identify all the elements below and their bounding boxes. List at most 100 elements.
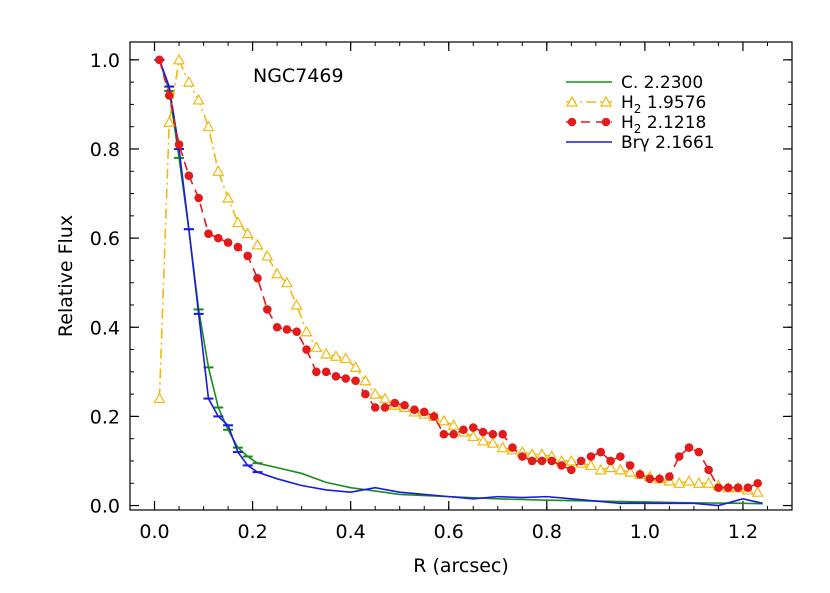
data-point	[468, 423, 478, 432]
y-tick-label: 0.6	[90, 228, 120, 250]
data-point	[733, 483, 743, 493]
x-tick-label: 0.2	[237, 521, 267, 543]
x-tick-label: 0.8	[532, 521, 562, 543]
data-point	[361, 389, 370, 399]
data-point	[253, 273, 262, 283]
data-point	[447, 419, 460, 430]
data-point	[751, 485, 764, 497]
x-tick-label: 1.0	[630, 521, 660, 543]
data-point	[684, 443, 694, 452]
legend-item: H2 1.9576	[565, 93, 706, 116]
data-point	[263, 305, 272, 314]
data-point	[723, 483, 733, 493]
data-point	[261, 249, 274, 261]
data-point	[527, 456, 537, 466]
data-point	[341, 374, 351, 383]
data-point	[410, 405, 419, 415]
axis-ticks: 0.0 0.2 0.4 0.6 0.8 1.0 1.2 0.0 0.2 0.4 0.6 0.8 1.0	[90, 42, 792, 543]
data-point	[380, 403, 390, 412]
y-tick-label: 0.2	[90, 406, 120, 428]
y-tick-label: 0.8	[90, 139, 120, 161]
data-point	[231, 216, 244, 228]
data-point	[645, 474, 655, 484]
y-tick-label: 1.0	[90, 50, 120, 72]
data-point	[496, 441, 509, 453]
data-point	[290, 298, 303, 310]
legend-item: H2 2.1218	[566, 113, 706, 136]
data-point	[508, 443, 517, 452]
data-point	[300, 325, 313, 337]
data-point	[673, 477, 686, 488]
data-point	[477, 434, 490, 446]
x-tick-label: 0.4	[336, 521, 366, 543]
data-point	[419, 407, 429, 417]
data-point	[606, 456, 615, 466]
series-3	[154, 58, 763, 507]
data-point	[223, 238, 233, 247]
data-point	[272, 322, 282, 332]
data-point	[674, 452, 684, 461]
data-point	[449, 429, 458, 439]
data-point	[233, 242, 243, 252]
data-point	[692, 477, 705, 488]
data-point	[339, 352, 352, 364]
plot-frame	[129, 41, 793, 511]
legend-item: C. 2.2300	[566, 73, 703, 93]
data-point	[155, 55, 164, 65]
data-point	[604, 461, 617, 473]
data-point	[702, 477, 715, 488]
data-point	[635, 470, 645, 479]
data-point	[594, 463, 607, 475]
data-point	[251, 238, 264, 250]
data-point	[241, 227, 254, 239]
data-point	[614, 463, 627, 475]
data-point	[459, 425, 468, 435]
data-point	[182, 75, 195, 87]
data-point	[704, 465, 713, 475]
data-point	[601, 117, 611, 127]
data-point	[517, 452, 527, 461]
data-point	[184, 171, 194, 181]
legend-label: Brγ 2.1661	[621, 133, 715, 153]
data-point	[359, 374, 372, 386]
data-point	[596, 447, 606, 457]
data-point	[625, 461, 635, 470]
data-point	[567, 117, 577, 127]
data-point	[163, 115, 176, 127]
data-point	[753, 478, 762, 488]
data-point	[478, 427, 488, 437]
data-point	[567, 465, 576, 475]
data-point	[310, 341, 323, 352]
data-point	[665, 472, 674, 481]
data-point	[616, 452, 625, 461]
data-point	[537, 456, 547, 466]
x-tick-label: 0.6	[434, 521, 464, 543]
data-point	[599, 95, 613, 107]
data-point	[400, 400, 409, 410]
data-point	[312, 367, 321, 377]
data-point	[557, 461, 566, 470]
data-point	[292, 327, 302, 337]
data-point	[714, 483, 723, 493]
data-point	[565, 454, 578, 466]
y-tick-label: 0.4	[90, 317, 120, 339]
data-point	[467, 430, 480, 442]
data-point	[321, 367, 331, 377]
data-point	[280, 276, 293, 288]
data-point	[153, 392, 166, 404]
data-point	[584, 459, 597, 471]
data-point	[349, 361, 362, 372]
data-point	[302, 345, 311, 354]
data-point	[164, 91, 174, 100]
data-point	[213, 233, 223, 243]
legend-item: Brγ 2.1661	[566, 133, 715, 153]
data-point	[655, 474, 664, 484]
data-point	[586, 452, 596, 461]
data-point	[204, 229, 213, 238]
data-point	[743, 483, 753, 493]
data-point	[429, 412, 439, 421]
data-point	[390, 398, 400, 408]
data-point	[488, 429, 498, 439]
data-point	[174, 140, 184, 149]
